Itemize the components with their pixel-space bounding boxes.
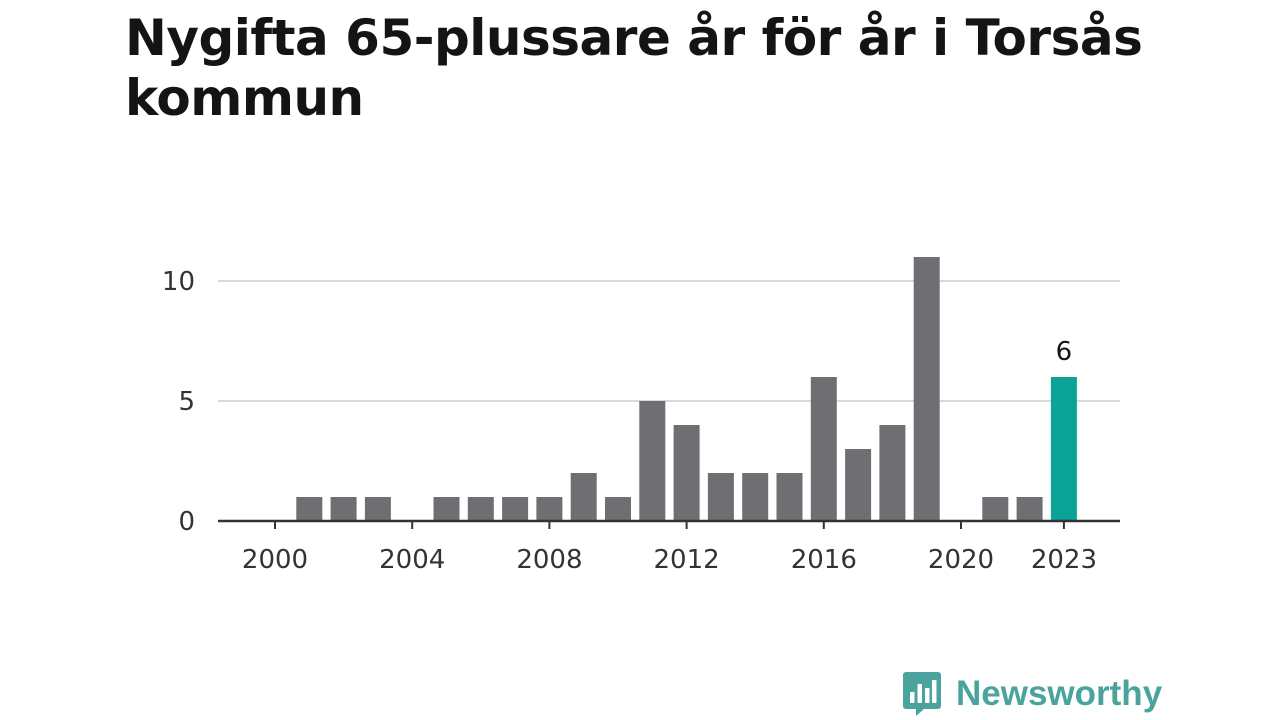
x-tick-label: 2016 — [791, 545, 857, 575]
grid-lines — [218, 280, 1120, 402]
chart-title: Nygifta 65-plussare år för år i Torsås k… — [125, 9, 1143, 127]
x-tick-label: 2020 — [928, 545, 994, 575]
bar — [982, 497, 1009, 521]
bar — [776, 473, 803, 521]
bar — [707, 473, 734, 521]
bar — [536, 497, 563, 521]
brand-logo: Newsworthy — [902, 670, 1162, 718]
x-tick-label: 2008 — [516, 545, 582, 575]
x-tick-label: 2012 — [654, 545, 720, 575]
bar — [673, 425, 700, 521]
axes — [218, 519, 1120, 529]
bar — [879, 425, 906, 521]
bar — [810, 377, 837, 521]
y-tick-label: 5 — [178, 387, 195, 417]
bar — [845, 449, 872, 521]
newsworthy-logo-icon — [903, 672, 941, 716]
bar — [330, 497, 357, 521]
bar-chart: 0 5 10 2000 2004 2008 2012 2016 2020 2023 6 — [162, 257, 1120, 575]
bar — [605, 497, 631, 521]
bar — [913, 257, 940, 521]
x-tick-label: 2000 — [242, 545, 308, 575]
bar — [639, 401, 666, 521]
bars — [296, 257, 1077, 521]
y-tick-label: 10 — [162, 267, 195, 297]
brand-name: Newsworthy — [956, 674, 1163, 713]
bar — [433, 497, 460, 521]
x-tick-label: 2004 — [379, 545, 445, 575]
bar — [296, 497, 323, 521]
bar — [467, 497, 494, 521]
bar — [502, 497, 529, 521]
bar — [1016, 497, 1043, 521]
bar — [1050, 377, 1077, 521]
data-label: 6 — [1056, 337, 1073, 367]
x-tick-label: 2023 — [1031, 545, 1097, 575]
bar — [742, 473, 769, 521]
labels: 0 5 10 2000 2004 2008 2012 2016 2020 2023 6 — [162, 267, 1097, 575]
y-tick-label: 0 — [178, 507, 195, 537]
bar — [570, 473, 597, 521]
bar — [364, 497, 391, 521]
